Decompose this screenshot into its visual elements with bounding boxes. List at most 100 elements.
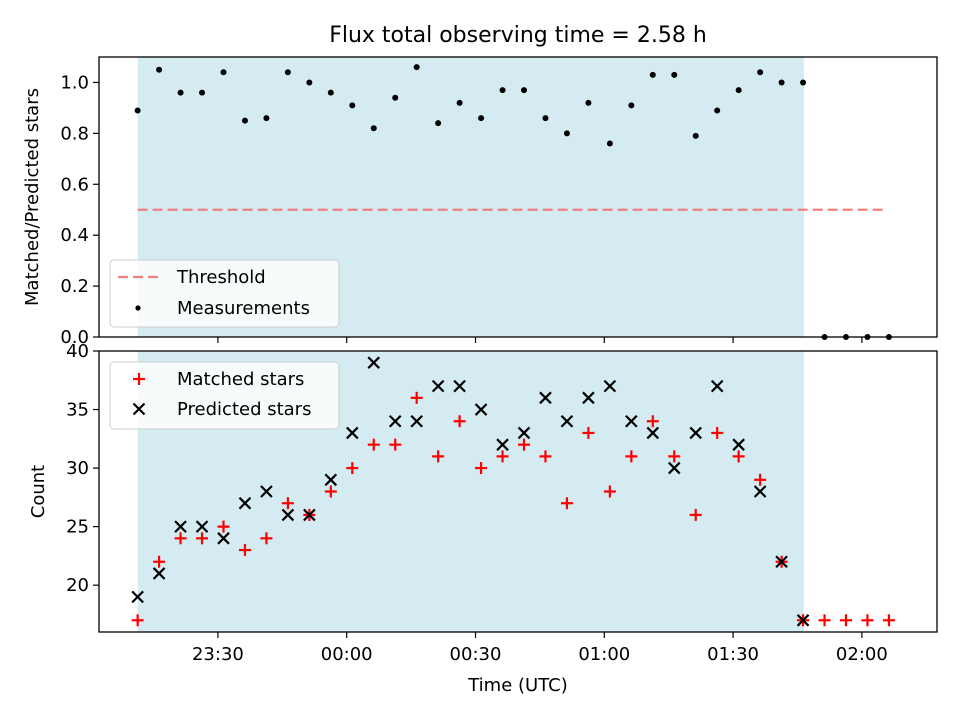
measurement-point bbox=[413, 64, 420, 71]
matched-stars-point bbox=[260, 532, 273, 545]
y-tick-label: 0.4 bbox=[60, 225, 89, 246]
matched-stars-point bbox=[131, 614, 144, 627]
chart-title: Flux total observing time = 2.58 h bbox=[329, 23, 707, 48]
matched-stars-point bbox=[711, 426, 724, 439]
matched-stars-point bbox=[389, 438, 402, 451]
y-tick-label: 25 bbox=[66, 517, 89, 538]
predicted-stars-point bbox=[603, 379, 617, 393]
measurement-point bbox=[241, 117, 248, 124]
matched-stars-point bbox=[732, 450, 745, 463]
y-tick-label: 35 bbox=[66, 400, 89, 421]
measurement-point bbox=[263, 115, 270, 122]
matched-stars-point bbox=[668, 450, 681, 463]
y-tick-label: 0.2 bbox=[60, 276, 89, 297]
x-tick-label: 23:30 bbox=[192, 644, 244, 665]
predicted-stars-point bbox=[388, 414, 402, 428]
count-y-axis-label: Count bbox=[28, 465, 49, 518]
matched-stars-point bbox=[861, 614, 874, 627]
predicted-stars-point bbox=[517, 426, 531, 440]
matched-stars-point bbox=[324, 485, 337, 498]
measurement-point bbox=[628, 102, 635, 109]
y-tick-label: 40 bbox=[66, 341, 89, 362]
matched-stars-point bbox=[496, 450, 509, 463]
predicted-stars-point bbox=[646, 426, 660, 440]
predicted-stars-point bbox=[667, 461, 681, 475]
predicted-stars-point bbox=[238, 496, 252, 510]
measurement-point bbox=[521, 87, 528, 94]
measurement-point bbox=[585, 99, 592, 106]
measurement-point bbox=[778, 79, 785, 86]
matched-stars-point bbox=[453, 415, 466, 428]
matched-stars-point bbox=[818, 614, 831, 627]
predicted-stars-point bbox=[260, 485, 273, 498]
predicted-stars-legend-swatch bbox=[132, 402, 146, 416]
predicted-stars-point bbox=[367, 356, 381, 369]
predicted-stars-point bbox=[775, 555, 788, 569]
predicted-stars-point bbox=[195, 520, 209, 533]
matched-stars-point bbox=[367, 438, 380, 451]
predicted-stars-point bbox=[796, 614, 810, 627]
matched-stars-point bbox=[153, 555, 166, 568]
measurement-point bbox=[542, 115, 549, 122]
measurement-point bbox=[156, 66, 163, 73]
measurement-point bbox=[757, 69, 764, 76]
measurement-point bbox=[349, 102, 356, 109]
count-panel: 23:30 00:00 00:30 01:00 01:30 02:00 20 25 30 35 40… bbox=[28, 341, 938, 696]
y-tick-label: 0.6 bbox=[60, 174, 89, 195]
predicted-stars-point bbox=[582, 391, 595, 405]
x-tick-label: 01:00 bbox=[578, 644, 630, 665]
measurement-point bbox=[692, 132, 699, 139]
predicted-stars-point bbox=[453, 379, 466, 393]
predicted-stars-point bbox=[324, 473, 338, 487]
matched-stars-point bbox=[475, 462, 488, 475]
x-axis-label: Time (UTC) bbox=[467, 675, 568, 696]
predicted-stars-point bbox=[560, 414, 574, 428]
predicted-stars-point bbox=[431, 379, 445, 393]
matched-stars-legend-marker bbox=[133, 373, 145, 385]
predicted-stars-point bbox=[131, 590, 144, 604]
measurement-point bbox=[671, 71, 678, 78]
measurement-point bbox=[134, 107, 141, 114]
matched-stars-point bbox=[625, 450, 638, 463]
ratio-axis-ticks: 0.0 0.2 0.4 0.6 0.8 1.0 bbox=[60, 72, 863, 348]
matched-stars-point bbox=[689, 508, 702, 521]
predicted-stars-point bbox=[152, 567, 166, 580]
y-tick-label: 0.8 bbox=[60, 123, 89, 144]
measurement-point bbox=[714, 107, 721, 114]
count-axis-ticks: 23:30 00:00 00:30 01:00 01:30 02:00 20 25 30 35 40 bbox=[66, 341, 888, 665]
count-legend: Matched stars Predicted stars bbox=[109, 361, 340, 430]
matched-stars-point bbox=[196, 532, 209, 545]
ratio-legend-box bbox=[109, 259, 340, 328]
predicted-stars-point bbox=[174, 520, 187, 533]
ratio-y-axis-label: Matched/Predicted stars bbox=[22, 88, 43, 306]
predicted-stars-point bbox=[753, 485, 767, 498]
predicted-stars-point bbox=[346, 426, 359, 440]
matched-stars-point bbox=[174, 532, 187, 545]
measurement-point bbox=[284, 69, 291, 76]
measurement-point bbox=[606, 140, 613, 147]
measurements-legend-label: Measurements bbox=[177, 298, 310, 319]
measurement-point bbox=[563, 130, 570, 137]
predicted-stars-point bbox=[710, 379, 724, 393]
matched-stars-point bbox=[518, 438, 531, 451]
measurement-point bbox=[478, 115, 485, 122]
measurement-points bbox=[134, 64, 892, 340]
x-tick-label: 00:30 bbox=[450, 644, 502, 665]
predicted-stars-point bbox=[539, 391, 552, 405]
predicted-stars-point bbox=[496, 438, 509, 451]
matched-stars-point bbox=[839, 614, 852, 627]
ratio-legend: Threshold Measurements bbox=[109, 259, 340, 328]
predicted-stars-point bbox=[410, 414, 423, 428]
predicted-stars-point bbox=[689, 426, 703, 440]
measurement-point bbox=[370, 125, 377, 132]
measurement-point bbox=[735, 87, 742, 94]
predicted-stars-point bbox=[625, 414, 638, 428]
x-tick-label: 02:00 bbox=[836, 644, 888, 665]
matched-stars-point bbox=[646, 415, 659, 428]
measurement-point bbox=[306, 79, 313, 86]
predicted-stars-point bbox=[303, 508, 316, 522]
measurement-point bbox=[199, 89, 206, 96]
matched-stars-point bbox=[432, 450, 445, 463]
measurement-point bbox=[220, 69, 227, 76]
